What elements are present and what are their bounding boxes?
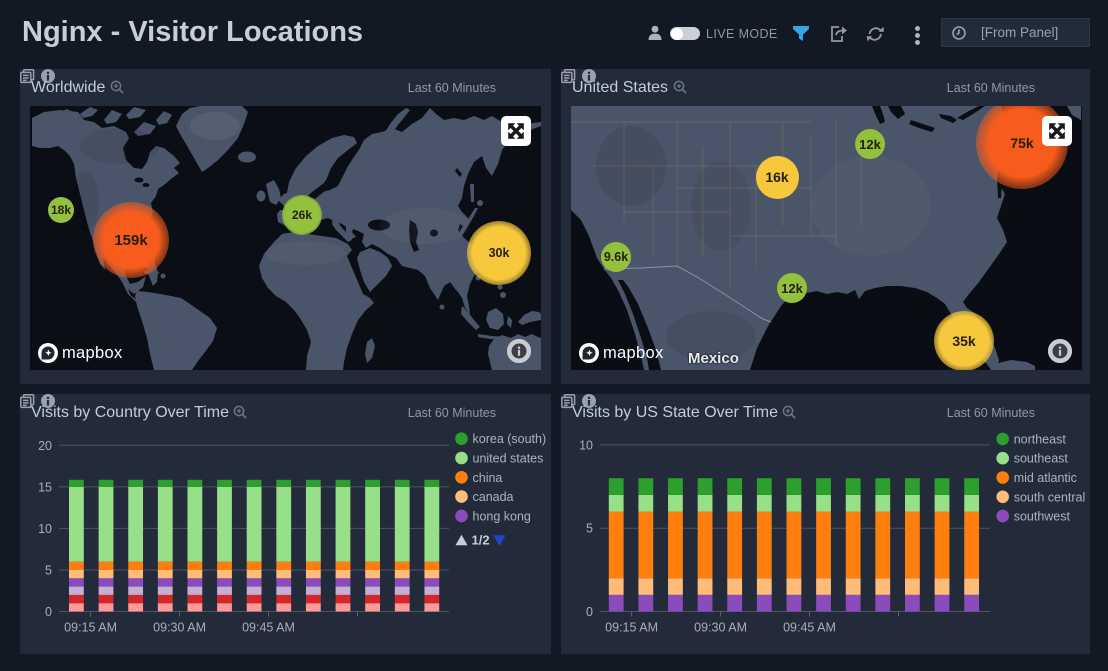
svg-text:09:30 AM: 09:30 AM xyxy=(694,621,747,635)
svg-text:09:45 AM: 09:45 AM xyxy=(783,621,836,635)
svg-text:hong kong: hong kong xyxy=(473,509,531,523)
svg-text:5: 5 xyxy=(586,522,593,536)
svg-text:southwest: southwest xyxy=(1014,510,1071,524)
svg-text:1/2: 1/2 xyxy=(472,533,490,548)
svg-text:canada: canada xyxy=(473,490,514,504)
svg-text:china: china xyxy=(473,471,503,485)
svg-text:09:45 AM: 09:45 AM xyxy=(242,621,295,635)
svg-text:united states: united states xyxy=(473,452,544,466)
svg-text:5: 5 xyxy=(45,563,52,577)
svg-text:mid atlantic: mid atlantic xyxy=(1014,471,1077,485)
svg-text:northeast: northeast xyxy=(1014,432,1067,446)
svg-text:15: 15 xyxy=(38,480,52,494)
svg-text:20: 20 xyxy=(38,439,52,453)
svg-text:korea (south): korea (south) xyxy=(473,432,547,446)
svg-text:10: 10 xyxy=(38,522,52,536)
svg-text:10: 10 xyxy=(579,438,593,452)
svg-text:09:30 AM: 09:30 AM xyxy=(153,621,206,635)
svg-text:0: 0 xyxy=(45,605,52,619)
svg-text:south central: south central xyxy=(1014,490,1086,504)
svg-text:southeast: southeast xyxy=(1014,452,1069,466)
svg-text:0: 0 xyxy=(586,605,593,619)
svg-text:09:15 AM: 09:15 AM xyxy=(64,621,117,635)
svg-text:09:15 AM: 09:15 AM xyxy=(605,621,658,635)
